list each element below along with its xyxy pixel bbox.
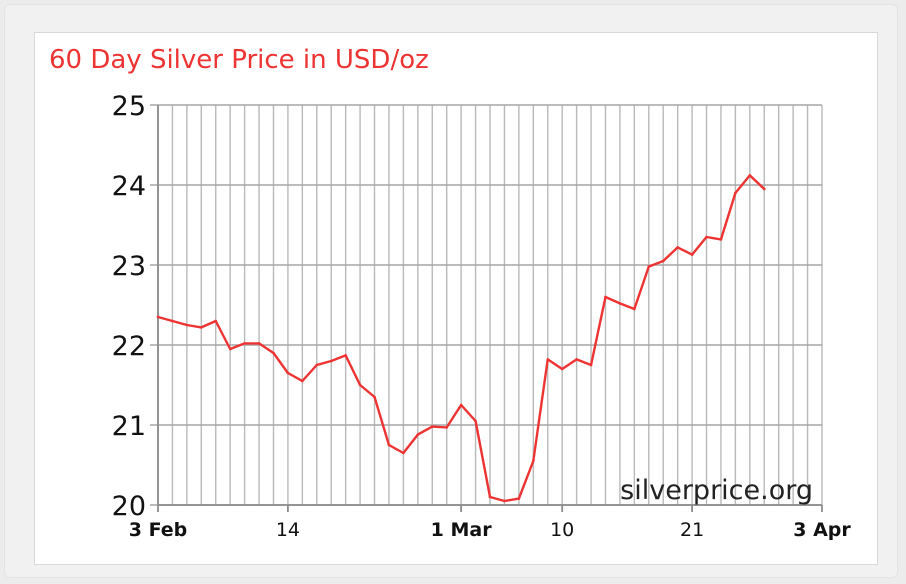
- x-tick-label: 14: [276, 519, 300, 541]
- data-point: [344, 354, 347, 357]
- data-point: [546, 358, 550, 361]
- data-point: [705, 235, 708, 239]
- data-point: [604, 295, 607, 299]
- silver-price-chart: 25 24 23 22 21 20 3 Feb 14 1 Mar 10 21 3 Apr silve…: [112, 91, 852, 541]
- price-series: [156, 174, 766, 503]
- y-tick-label: 23: [112, 251, 146, 282]
- data-point: [445, 426, 448, 429]
- data-point: [734, 191, 737, 195]
- data-point: [358, 383, 362, 387]
- x-tick-label: 10: [550, 519, 574, 541]
- data-point: [329, 359, 333, 363]
- data-point: [459, 403, 463, 407]
- data-point: [661, 259, 665, 263]
- data-point: [156, 315, 160, 319]
- horizontal-gridlines: [150, 104, 822, 506]
- data-point: [171, 319, 174, 323]
- data-point: [387, 443, 391, 447]
- data-point: [185, 323, 189, 327]
- data-point: [690, 253, 694, 256]
- data-point: [618, 302, 622, 305]
- data-point: [517, 497, 521, 500]
- data-point: [315, 363, 319, 367]
- data-point: [503, 499, 506, 503]
- data-point: [286, 371, 290, 375]
- data-point: [474, 419, 477, 423]
- data-point: [589, 363, 593, 367]
- data-point: [560, 367, 564, 371]
- data-point: [748, 174, 752, 177]
- data-point: [647, 265, 651, 268]
- data-point: [416, 433, 420, 436]
- chart-panel: 60 Day Silver Price in USD/oz 25 24 23 22 21…: [34, 32, 878, 565]
- data-point: [633, 307, 636, 311]
- x-tick-label: 1 Mar: [431, 519, 493, 541]
- data-point: [402, 451, 405, 455]
- data-point: [575, 358, 578, 361]
- y-axis-ticks: 25 24 23 22 21 20: [112, 91, 146, 522]
- data-point: [257, 342, 261, 345]
- x-axis-ticks: 3 Feb 14 1 Mar 10 21 3 Apr: [129, 505, 851, 541]
- chart-card: 60 Day Silver Price in USD/oz 25 24 23 22 21…: [4, 4, 898, 578]
- data-point: [676, 246, 679, 249]
- data-point: [214, 319, 218, 323]
- y-tick-label: 22: [112, 331, 146, 362]
- y-tick-label: 21: [112, 411, 146, 442]
- watermark-text: silverprice.org: [620, 475, 813, 506]
- y-tick-label: 20: [112, 491, 146, 522]
- data-point: [243, 342, 246, 345]
- data-point: [228, 347, 232, 351]
- chart-title: 60 Day Silver Price in USD/oz: [49, 45, 429, 75]
- x-tick-label: 3 Feb: [129, 519, 188, 541]
- x-tick-label: 3 Apr: [793, 519, 851, 541]
- x-tick-label: 21: [680, 519, 704, 541]
- data-point: [272, 351, 275, 355]
- data-point: [301, 379, 304, 383]
- data-point: [532, 459, 535, 463]
- y-tick-label: 24: [112, 171, 146, 202]
- data-point: [373, 395, 376, 399]
- data-point: [200, 326, 203, 329]
- vertical-gridlines: [157, 105, 823, 505]
- data-point: [430, 425, 434, 428]
- data-point: [719, 238, 723, 241]
- data-point: [762, 187, 766, 191]
- y-tick-label: 25: [112, 91, 146, 122]
- data-point: [488, 495, 492, 499]
